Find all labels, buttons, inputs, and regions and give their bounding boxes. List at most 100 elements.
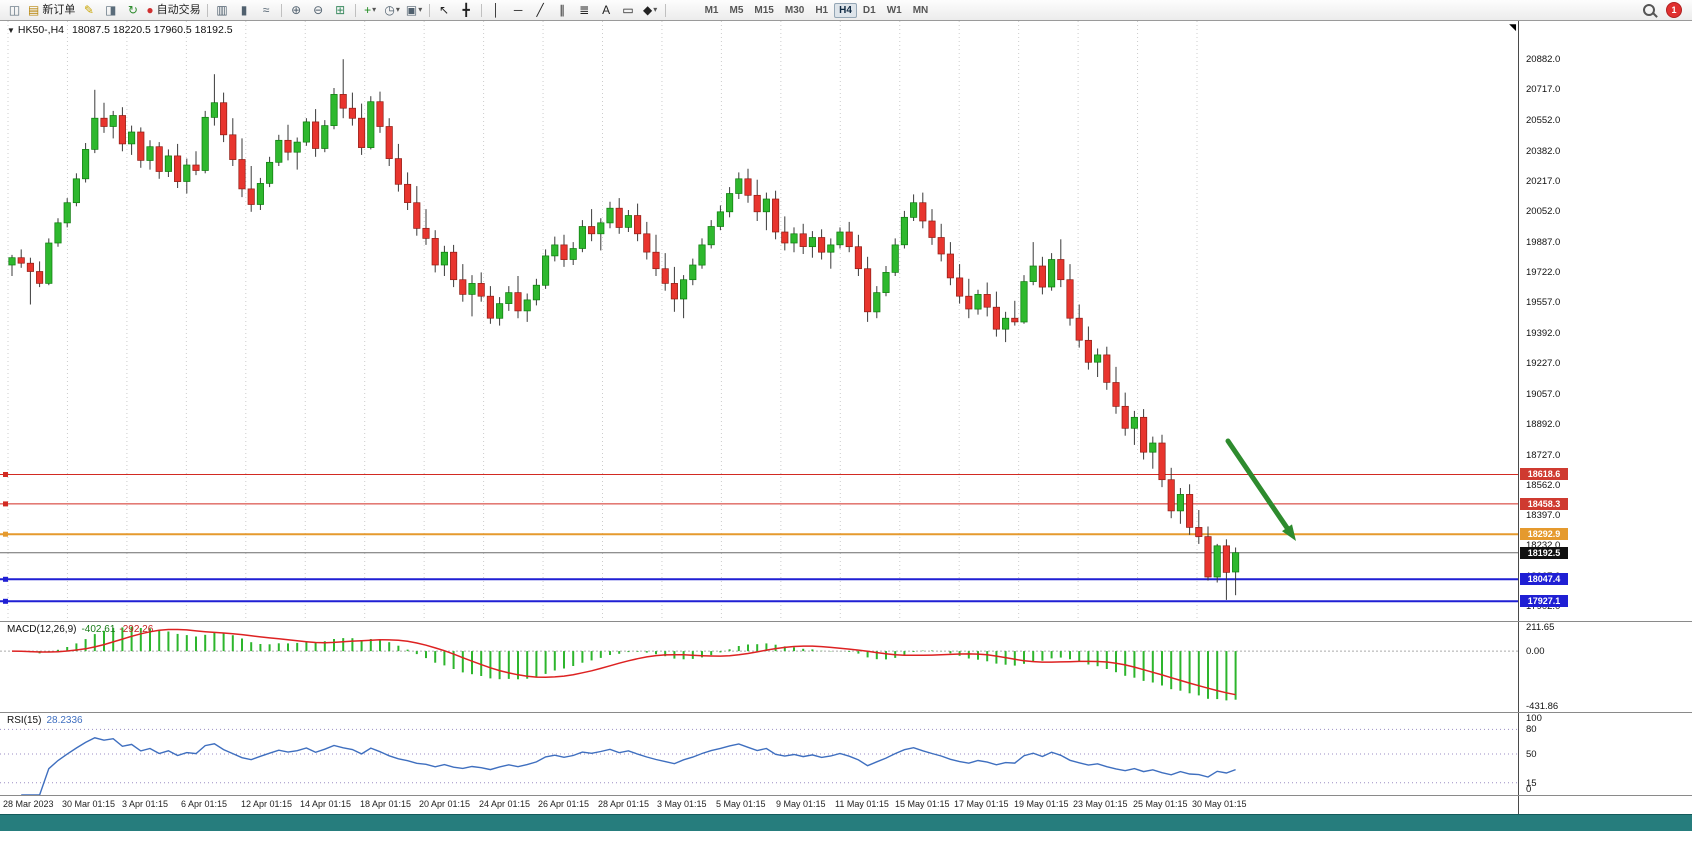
price-tick: 20552.0: [1526, 115, 1561, 126]
toolbar-separator: [354, 3, 356, 17]
rsi-label: RSI(15) 28.2336: [7, 715, 83, 726]
symbol-period-label: HK50-,H4: [17, 24, 65, 36]
macd-axis: 211.65 0.00 -431.86: [1518, 622, 1692, 712]
channel-icon-glyph: ∥: [559, 3, 566, 17]
time-tick: 20 Apr 01:15: [419, 799, 471, 809]
metaeditor-icon[interactable]: ✎: [78, 2, 99, 18]
chart-shift-marker[interactable]: ◥: [1509, 22, 1516, 32]
rsi-axis: 100 80 50 15 0: [1518, 713, 1692, 795]
price-badge-17927.1: 17927.1: [1520, 595, 1568, 607]
price-tick: 20382.0: [1526, 146, 1561, 157]
tile-windows-icon[interactable]: ⊞: [330, 2, 351, 18]
price-tick: 20217.0: [1526, 176, 1561, 187]
timeframe-button-m30[interactable]: M30: [784, 4, 805, 16]
time-tick: 28 Mar 2023: [3, 799, 54, 809]
price-tick: 18892.0: [1526, 419, 1561, 430]
terminal-icon-glyph: ◨: [105, 3, 117, 17]
magnifier-handle: [1652, 12, 1658, 18]
time-tick: 3 May 01:15: [657, 799, 707, 809]
time-tick: 15 May 01:15: [895, 799, 950, 809]
time-axis-corner: [1518, 796, 1692, 814]
timeframe-button-d1[interactable]: D1: [862, 4, 876, 16]
line-handle[interactable]: [3, 472, 8, 477]
line-handle[interactable]: [3, 576, 8, 582]
search-icon[interactable]: [1643, 4, 1658, 18]
timeframe-button-h4[interactable]: H4: [834, 2, 857, 18]
vertical-line-icon-glyph: │: [492, 3, 500, 17]
arrow-annotation[interactable]: [1225, 438, 1296, 541]
periods-button-caret: ▾: [395, 5, 400, 14]
time-tick: 18 Apr 01:15: [360, 799, 412, 809]
vertical-line-icon[interactable]: │: [486, 2, 507, 18]
macd-signal-line: [11, 628, 1236, 696]
zoom-in-icon[interactable]: ⊕: [286, 2, 307, 18]
text-icon[interactable]: A: [596, 2, 617, 18]
autotrading-button-label: 自动交易: [156, 4, 201, 16]
refresh-icon-glyph: ↻: [127, 3, 138, 17]
time-tick: 14 Apr 01:15: [300, 799, 352, 809]
macd-main-value: -402.61: [81, 624, 116, 635]
candlestick-chart-icon[interactable]: ▮: [234, 2, 255, 18]
line-handle[interactable]: [3, 501, 8, 507]
horizontal-line-icon[interactable]: ─: [508, 2, 529, 18]
terminal-icon[interactable]: ◨: [100, 2, 121, 18]
macd-label: MACD(12,26,9) -402.61 -292.26: [7, 624, 154, 635]
crosshair-icon[interactable]: ╋: [456, 2, 477, 18]
zoom-out-icon[interactable]: ⊖: [308, 2, 329, 18]
rsi-tick: 15: [1526, 778, 1537, 789]
grid-layer: [7, 21, 1198, 621]
time-axis[interactable]: 28 Mar 2023 30 Mar 01:15 3 Apr 01:15 6 Apr …: [0, 796, 1518, 814]
templates-button[interactable]: ▣ ▾: [404, 2, 425, 18]
line-handle[interactable]: [3, 598, 8, 604]
price-tick: 19722.0: [1526, 267, 1561, 278]
timeframe-button-mn[interactable]: MN: [912, 4, 929, 16]
autotrading-button[interactable]: ● 自动交易: [144, 2, 202, 18]
price-tick: 18232.0: [1526, 540, 1561, 551]
current-price-badge: 18192.5: [1520, 547, 1568, 559]
time-tick: 11 May 01:15: [835, 799, 889, 809]
fibonacci-icon[interactable]: ≣: [574, 2, 595, 18]
templates-button-caret: ▾: [418, 5, 423, 14]
main-chart-canvas[interactable]: ▼ HK50-,H4 18087.5 18220.5 17960.5 18192.5…: [0, 21, 1518, 621]
periods-button-glyph: ◷: [384, 3, 395, 17]
rsi-tick: 100: [1526, 713, 1542, 724]
timeframe-button-m15[interactable]: M15: [754, 4, 774, 16]
macd-panel[interactable]: MACD(12,26,9) -402.61 -292.26: [0, 622, 1518, 712]
refresh-icon[interactable]: ↻: [122, 2, 143, 18]
candles-layer: [8, 59, 1240, 600]
indicators-button-glyph: +: [364, 3, 372, 17]
time-tick: 12 Apr 01:15: [241, 799, 293, 809]
timeframe-button-m5[interactable]: M5: [729, 4, 744, 16]
cursor-icon[interactable]: ↖: [434, 2, 455, 18]
text-label-icon[interactable]: ▭: [618, 2, 639, 18]
new-order-button[interactable]: ▤ 新订单: [26, 2, 77, 18]
timeframe-button-w1[interactable]: W1: [886, 4, 902, 16]
time-tick: 6 Apr 01:15: [181, 799, 228, 809]
charts-icon[interactable]: ◫: [4, 2, 25, 18]
line-handle[interactable]: [3, 531, 8, 537]
channel-icon[interactable]: ∥: [552, 2, 573, 18]
rsi-panel[interactable]: RSI(15) 28.2336: [0, 713, 1518, 795]
notification-badge[interactable]: 1: [1666, 2, 1682, 18]
templates-button-glyph: ▣: [405, 3, 418, 17]
toolbar: ◫ ▤ 新订单 ✎ ◨ ↻ ● 自动交易 ▥ ▮ ≈ ⊕ ⊖ ⊞ + ▾ ◷ ▾ ▣ ▾ ↖ ╋ │ ─ ╱ ∥ ≣ A ▭ ◆ ▾ M1 M5…: [0, 0, 1692, 21]
price-tick: 18397.0: [1526, 510, 1561, 521]
price-tick: 19887.0: [1526, 237, 1561, 248]
macd-histogram: [20, 626, 1237, 701]
chevron-down-icon[interactable]: ▼: [7, 26, 15, 35]
macd-signal-value: -292.26: [119, 624, 154, 635]
price-tick: 19557.0: [1526, 297, 1561, 308]
price-badge-18618.6: 18618.6: [1520, 468, 1568, 480]
periods-button[interactable]: ◷ ▾: [382, 2, 403, 18]
price-axis[interactable]: 20882.0 20717.0 20552.0 20382.0 20217.0 20052…: [1518, 21, 1692, 621]
timeframe-button-h1[interactable]: H1: [815, 4, 829, 16]
timeframe-button-m1[interactable]: M1: [704, 4, 719, 16]
time-tick: 30 Mar 01:15: [62, 799, 116, 809]
bar-chart-icon[interactable]: ▥: [212, 2, 233, 18]
trendline-icon[interactable]: ╱: [530, 2, 551, 18]
indicators-button[interactable]: + ▾: [360, 2, 381, 18]
autotrading-button-glyph: ●: [146, 3, 154, 17]
arrows-button[interactable]: ◆ ▾: [640, 2, 661, 18]
line-chart-icon[interactable]: ≈: [256, 2, 277, 18]
